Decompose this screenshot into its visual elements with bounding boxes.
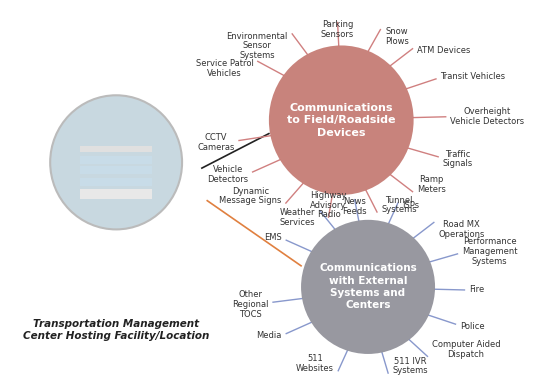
Text: Fire: Fire — [469, 286, 484, 295]
Bar — [80, 146, 153, 152]
Text: Communications
with External
Systems and
Centers: Communications with External Systems and… — [319, 263, 417, 310]
Bar — [80, 156, 153, 164]
Text: Transit Vehicles: Transit Vehicles — [440, 72, 506, 81]
Text: Computer Aided
Dispatch: Computer Aided Dispatch — [432, 340, 500, 359]
Text: Media: Media — [256, 332, 282, 340]
Text: Weather
Services: Weather Services — [280, 208, 316, 227]
Bar — [80, 189, 153, 199]
Text: CCTV
Cameras: CCTV Cameras — [197, 134, 235, 152]
Text: Tunnel
Systems: Tunnel Systems — [382, 196, 417, 214]
Text: Police: Police — [460, 322, 484, 331]
Text: Snow
Plows: Snow Plows — [385, 27, 408, 46]
Text: Other
Regional
TOCS: Other Regional TOCS — [232, 290, 269, 319]
Text: News
Feeds: News Feeds — [343, 197, 367, 216]
Text: Dynamic
Message Signs: Dynamic Message Signs — [219, 187, 282, 205]
Ellipse shape — [301, 220, 435, 354]
Text: Environmental
Sensor
Systems: Environmental Sensor Systems — [227, 32, 288, 60]
Text: Traffic
Signals: Traffic Signals — [442, 150, 473, 168]
Text: ATM Devices: ATM Devices — [417, 46, 470, 56]
Text: 511 IVR
Systems: 511 IVR Systems — [393, 357, 428, 376]
Text: Overheight
Vehicle Detectors: Overheight Vehicle Detectors — [450, 107, 524, 126]
Text: EMS: EMS — [264, 234, 282, 242]
Text: Communications
to Field/Roadside
Devices: Communications to Field/Roadside Devices — [287, 103, 395, 137]
Text: Service Patrol
Vehicles: Service Patrol Vehicles — [195, 59, 254, 78]
Text: Parking
Sensors: Parking Sensors — [321, 20, 354, 39]
Text: Ramp
Meters: Ramp Meters — [417, 175, 446, 194]
Text: Road MX
Operations: Road MX Operations — [438, 220, 485, 239]
Text: Highway
Advisory
Radio: Highway Advisory Radio — [310, 191, 347, 220]
Circle shape — [50, 95, 182, 229]
Bar — [80, 178, 153, 186]
Text: ISPs: ISPs — [402, 201, 419, 210]
Ellipse shape — [269, 46, 413, 195]
Text: Transportation Management
Center Hosting Facility/Location: Transportation Management Center Hosting… — [23, 320, 209, 341]
Text: 511
Websites: 511 Websites — [296, 354, 334, 373]
Text: Performance
Management
Systems: Performance Management Systems — [462, 237, 517, 266]
Text: Vehicle
Detectors: Vehicle Detectors — [207, 165, 248, 184]
Bar — [80, 166, 153, 174]
